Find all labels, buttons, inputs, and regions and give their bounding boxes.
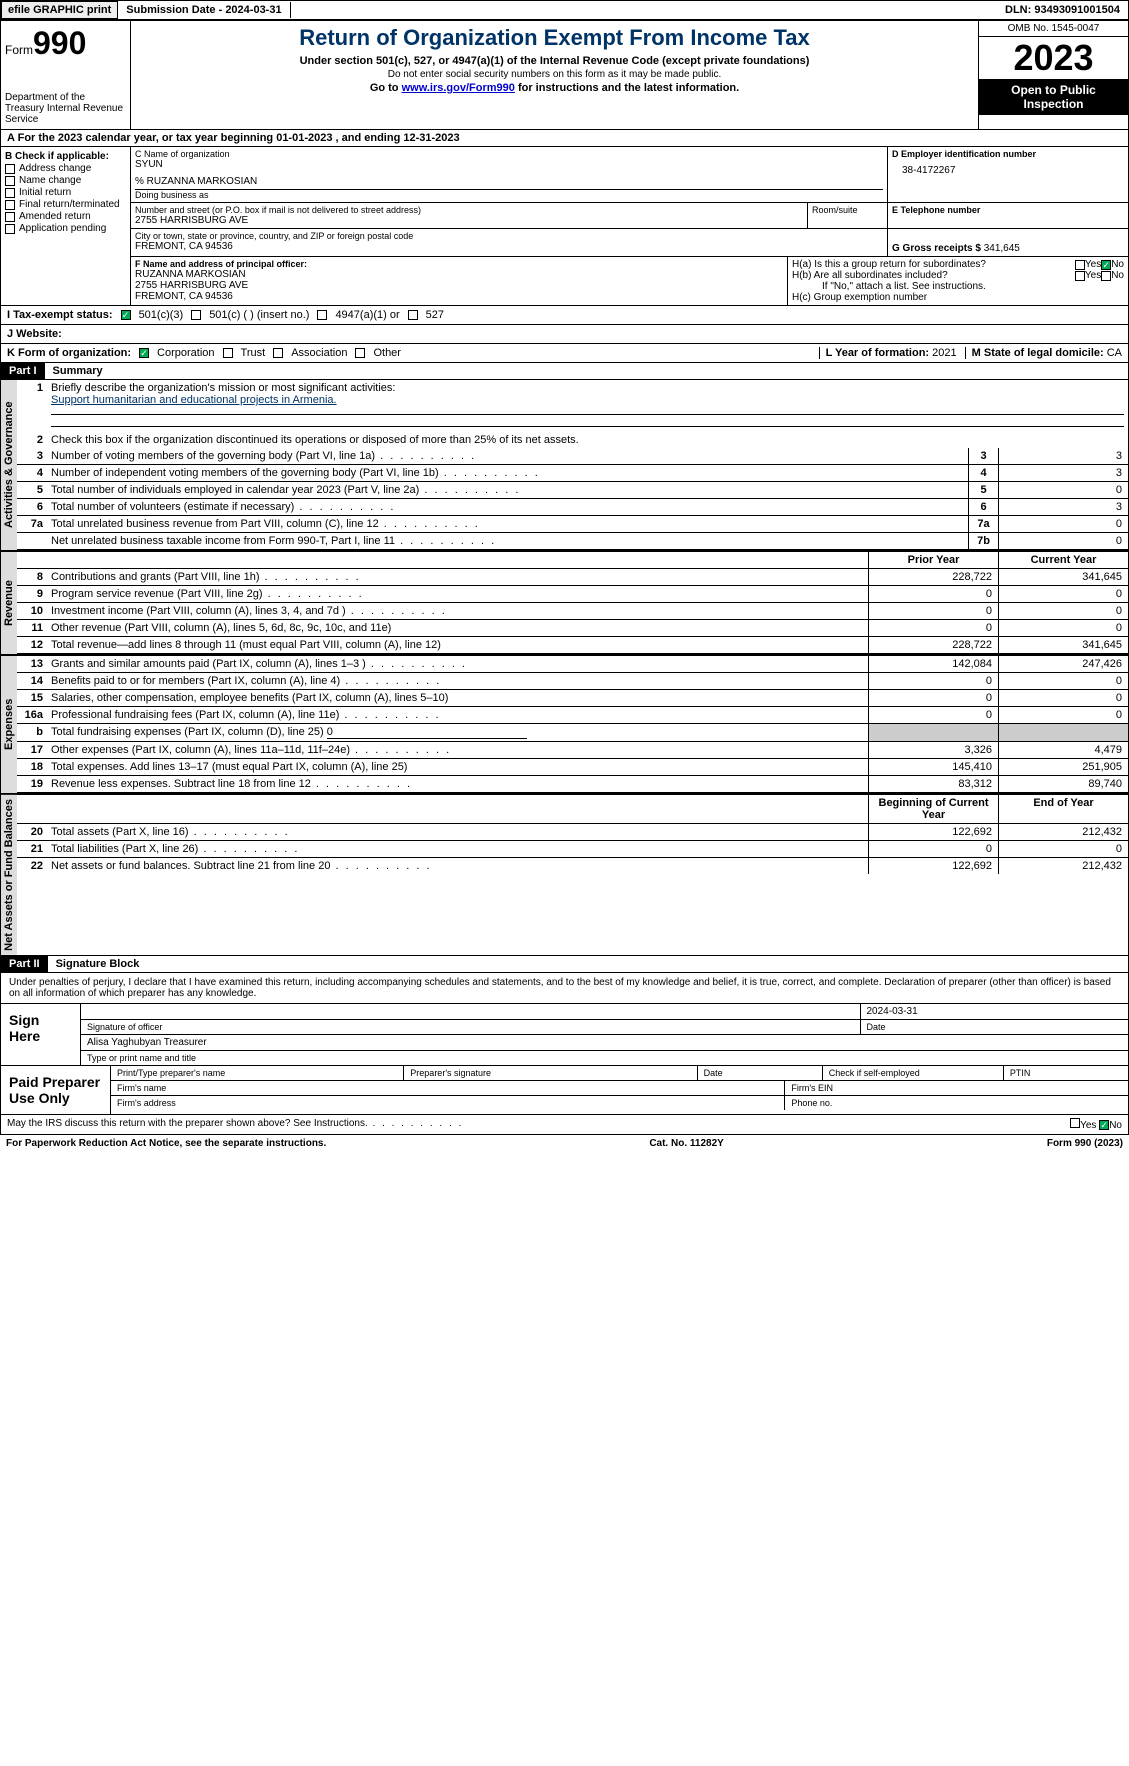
vlabel-net-assets: Net Assets or Fund Balances	[1, 795, 17, 955]
cb-hb-no[interactable]	[1101, 271, 1111, 281]
val-3: 3	[998, 448, 1128, 464]
line-k: K Form of organization: Corporation Trus…	[0, 344, 1129, 363]
val-7a: 0	[998, 516, 1128, 532]
cb-amended[interactable]	[5, 212, 15, 222]
cb-501c3[interactable]	[121, 310, 131, 320]
vlabel-expenses: Expenses	[1, 656, 17, 793]
cb-corp[interactable]	[139, 348, 149, 358]
box-e: E Telephone number	[888, 203, 1128, 228]
year-formation: 2021	[932, 347, 956, 359]
vlabel-governance: Activities & Governance	[1, 380, 17, 550]
omb-number: OMB No. 1545-0047	[979, 21, 1128, 37]
form-prefix: Form	[5, 43, 33, 57]
cb-final-return[interactable]	[5, 200, 15, 210]
val-7b: 0	[998, 533, 1128, 549]
gross-receipts: 341,645	[984, 243, 1020, 254]
org-city: FREMONT, CA 94536	[135, 241, 883, 252]
line-j: J Website:	[0, 325, 1129, 344]
cb-hb-yes[interactable]	[1075, 271, 1085, 281]
col-prior: Prior Year	[868, 552, 998, 568]
form-number: 990	[33, 25, 86, 61]
box-b: B Check if applicable: Address change Na…	[1, 147, 131, 305]
box-c: C Name of organization SYUN % RUZANNA MA…	[131, 147, 888, 202]
officer-name: RUZANNA MARKOSIAN	[135, 269, 783, 280]
entity-grid: B Check if applicable: Address change Na…	[0, 147, 1129, 306]
line-a: A For the 2023 calendar year, or tax yea…	[0, 130, 1129, 147]
box-g: G Gross receipts $ 341,645	[888, 229, 1128, 256]
sig-declaration: Under penalties of perjury, I declare th…	[1, 973, 1128, 1003]
signature-block: Under penalties of perjury, I declare th…	[0, 973, 1129, 1115]
cb-527[interactable]	[408, 310, 418, 320]
col-begin: Beginning of Current Year	[868, 795, 998, 823]
val-8c: 341,645	[998, 569, 1128, 585]
part-2-header: Part II Signature Block	[0, 956, 1129, 973]
cb-pending[interactable]	[5, 224, 15, 234]
cb-assoc[interactable]	[273, 348, 283, 358]
box-f: F Name and address of principal officer:…	[131, 257, 788, 305]
box-d: D Employer identification number 38-4172…	[888, 147, 1128, 202]
val-16b: 0	[327, 726, 527, 739]
footer-discuss: May the IRS discuss this return with the…	[0, 1115, 1129, 1135]
top-bar: efile GRAPHIC print Submission Date - 20…	[0, 0, 1129, 20]
col-end: End of Year	[998, 795, 1128, 823]
cb-501c[interactable]	[191, 310, 201, 320]
box-h: H(a) Is this a group return for subordin…	[788, 257, 1128, 305]
col-current: Current Year	[998, 552, 1128, 568]
cb-trust[interactable]	[223, 348, 233, 358]
cb-initial-return[interactable]	[5, 188, 15, 198]
val-5: 0	[998, 482, 1128, 498]
line-i: I Tax-exempt status: 501(c)(3) 501(c) ( …	[0, 306, 1129, 325]
officer-city: FREMONT, CA 94536	[135, 291, 783, 302]
vlabel-revenue: Revenue	[1, 552, 17, 654]
main-title: Return of Organization Exempt From Incom…	[135, 25, 974, 51]
sign-here-label: Sign Here	[1, 1004, 81, 1065]
part-1-header: Part I Summary	[0, 363, 1129, 380]
header: Form990 Department of the Treasury Inter…	[0, 20, 1129, 130]
paperwork-notice: For Paperwork Reduction Act Notice, see …	[6, 1138, 326, 1149]
care-of: % RUZANNA MARKOSIAN	[135, 176, 883, 187]
ein: 38-4172267	[892, 165, 1124, 176]
val-12c: 341,645	[998, 637, 1128, 653]
officer-addr: 2755 HARRISBURG AVE	[135, 280, 783, 291]
dln: DLN: 93493091001504	[997, 2, 1128, 18]
val-12p: 228,722	[868, 637, 998, 653]
subtitle-3: Go to www.irs.gov/Form990 for instructio…	[135, 82, 974, 94]
val-8p: 228,722	[868, 569, 998, 585]
bottom-bar: For Paperwork Reduction Act Notice, see …	[0, 1135, 1129, 1152]
mission-text: Support humanitarian and educational pro…	[51, 394, 337, 406]
irs-link[interactable]: www.irs.gov/Form990	[402, 82, 515, 94]
cat-no: Cat. No. 11282Y	[649, 1138, 723, 1149]
form-ref: Form 990 (2023)	[1047, 1138, 1123, 1149]
open-inspection: Open to Public Inspection	[979, 79, 1128, 115]
tax-year: 2023	[979, 37, 1128, 79]
year-box: OMB No. 1545-0047 2023 Open to Public In…	[978, 21, 1128, 129]
efile-btn[interactable]: efile GRAPHIC print	[1, 1, 118, 19]
cb-address-change[interactable]	[5, 164, 15, 174]
sig-date: 2024-03-31	[861, 1004, 1129, 1019]
val-6: 3	[998, 499, 1128, 515]
title-box: Return of Organization Exempt From Incom…	[131, 21, 978, 129]
org-name: SYUN	[135, 159, 883, 170]
cb-discuss-no[interactable]	[1099, 1120, 1109, 1130]
cb-ha-yes[interactable]	[1075, 260, 1085, 270]
org-address: 2755 HARRISBURG AVE	[135, 215, 803, 226]
dept-label: Department of the Treasury Internal Reve…	[5, 92, 126, 125]
cb-ha-no[interactable]	[1101, 260, 1111, 270]
cb-name-change[interactable]	[5, 176, 15, 186]
state-domicile: CA	[1107, 347, 1122, 359]
cb-other[interactable]	[355, 348, 365, 358]
cb-4947[interactable]	[317, 310, 327, 320]
officer-sig-name: Alisa Yaghubyan Treasurer	[81, 1035, 1128, 1050]
paid-preparer-label: Paid Preparer Use Only	[1, 1066, 111, 1114]
submission-date: Submission Date - 2024-03-31	[118, 2, 290, 18]
val-4: 3	[998, 465, 1128, 481]
subtitle-1: Under section 501(c), 527, or 4947(a)(1)…	[135, 55, 974, 67]
subtitle-2: Do not enter social security numbers on …	[135, 69, 974, 80]
box-b-label: B Check if applicable:	[5, 151, 126, 162]
form-box: Form990 Department of the Treasury Inter…	[1, 21, 131, 129]
cb-discuss-yes[interactable]	[1070, 1118, 1080, 1128]
